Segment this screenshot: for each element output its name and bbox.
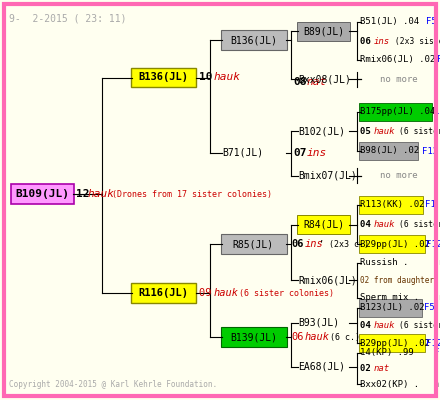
Text: B123(JL) .02: B123(JL) .02 (360, 303, 425, 312)
Text: B89(JL): B89(JL) (303, 26, 345, 36)
Text: 02 from daughters of B83(JL) and R1: 02 from daughters of B83(JL) and R1 (360, 276, 440, 285)
Text: hauk: hauk (213, 72, 240, 82)
Text: Rmix06(JL) .02: Rmix06(JL) .02 (360, 55, 436, 64)
Text: hauk: hauk (88, 189, 115, 199)
Text: ’ (2x3 c.): ’ (2x3 c.) (319, 240, 369, 248)
Text: hauk: hauk (304, 332, 329, 342)
FancyBboxPatch shape (359, 103, 432, 121)
Text: 05: 05 (360, 127, 376, 136)
Text: nat: nat (374, 364, 390, 373)
FancyBboxPatch shape (359, 142, 418, 160)
Text: (2x3 sister colonies): (2x3 sister colonies) (389, 37, 440, 46)
Text: hauk: hauk (213, 288, 238, 298)
Text: hauk: hauk (374, 220, 396, 229)
FancyBboxPatch shape (359, 334, 425, 352)
Text: F12 -AthosSt80R: F12 -AthosSt80R (426, 240, 440, 248)
Text: no more: no more (380, 171, 418, 180)
Text: ins: ins (306, 148, 326, 158)
FancyBboxPatch shape (131, 283, 197, 303)
Text: B29pp(JL) .02: B29pp(JL) .02 (360, 338, 430, 348)
Text: F5 -Waltherson: F5 -Waltherson (424, 303, 440, 312)
FancyBboxPatch shape (359, 235, 425, 253)
Text: B136(JL): B136(JL) (230, 35, 277, 45)
Text: F0 -Russish: F0 -Russish (436, 55, 440, 64)
Text: R84(JL): R84(JL) (303, 220, 345, 230)
Text: 04: 04 (360, 321, 376, 330)
Text: B139(JL): B139(JL) (230, 332, 277, 342)
Text: 9-  2-2015 ( 23: 11): 9- 2-2015 ( 23: 11) (9, 14, 127, 24)
Text: no more: no more (439, 294, 440, 302)
Text: 07: 07 (293, 148, 307, 158)
FancyBboxPatch shape (297, 215, 350, 234)
Text: (6 sister colonies): (6 sister colonies) (400, 127, 440, 136)
Text: Russish .: Russish . (360, 258, 408, 267)
Text: nat: nat (306, 77, 326, 87)
Text: (6 sister colonies): (6 sister colonies) (400, 321, 440, 330)
Text: B29pp(JL) .02: B29pp(JL) .02 (360, 240, 430, 248)
Text: no more: no more (380, 75, 418, 84)
Text: Sperm mix .: Sperm mix . (360, 294, 419, 302)
Text: B51(JL) .04: B51(JL) .04 (360, 17, 419, 26)
Text: hauk: hauk (374, 127, 396, 136)
Text: 10: 10 (199, 72, 220, 82)
Text: Bxx02(KP) .: Bxx02(KP) . (360, 380, 419, 389)
Text: B71(JL): B71(JL) (222, 148, 263, 158)
Text: Copyright 2004-2015 @ Karl Kehrle Foundation.: Copyright 2004-2015 @ Karl Kehrle Founda… (9, 380, 217, 389)
FancyBboxPatch shape (359, 196, 423, 214)
Text: 12: 12 (76, 189, 96, 199)
Text: Rmix06(JL): Rmix06(JL) (298, 275, 357, 285)
Text: F12 -AthosSt80R: F12 -AthosSt80R (426, 338, 440, 348)
Text: B102(JL): B102(JL) (298, 126, 345, 136)
Text: B93(JL): B93(JL) (298, 318, 340, 328)
Text: Bmix07(JL): Bmix07(JL) (298, 170, 357, 180)
Text: 13 -AthosSt80R: 13 -AthosSt80R (434, 107, 440, 116)
Text: no more: no more (439, 258, 440, 267)
Text: 04: 04 (360, 220, 376, 229)
Text: R113(KK) .02: R113(KK) .02 (360, 200, 425, 210)
Text: 14(KP) .99: 14(KP) .99 (360, 348, 414, 357)
Text: (Drones from 17 sister colonies): (Drones from 17 sister colonies) (112, 190, 272, 199)
Text: Bxx08(JL): Bxx08(JL) (298, 74, 351, 84)
Text: 02: 02 (360, 364, 376, 373)
FancyBboxPatch shape (11, 184, 74, 204)
FancyBboxPatch shape (221, 234, 286, 254)
Text: B98(JL) .02: B98(JL) .02 (360, 146, 419, 156)
Text: 08: 08 (293, 77, 307, 87)
Text: 06: 06 (292, 239, 304, 249)
Text: F2 -Import: F2 -Import (434, 348, 440, 357)
Text: B175pp(JL) .04: B175pp(JL) .04 (360, 107, 436, 116)
Text: ins: ins (374, 37, 390, 46)
Text: (6 sister colonies): (6 sister colonies) (400, 220, 440, 229)
FancyBboxPatch shape (297, 22, 350, 41)
Text: F12 -AthosSt80R: F12 -AthosSt80R (422, 146, 440, 156)
FancyBboxPatch shape (131, 68, 197, 87)
Text: ins: ins (304, 239, 323, 249)
FancyBboxPatch shape (221, 30, 286, 50)
Text: hauk: hauk (374, 321, 396, 330)
Text: (6 c.): (6 c.) (330, 333, 360, 342)
Text: R116(JL): R116(JL) (138, 288, 188, 298)
Text: 09: 09 (199, 288, 218, 298)
Text: EA68(JL): EA68(JL) (298, 362, 345, 372)
FancyBboxPatch shape (359, 299, 422, 317)
Text: F5 -PrimBlue00: F5 -PrimBlue00 (426, 17, 440, 26)
Text: F1 -PrimRed01: F1 -PrimRed01 (425, 200, 440, 210)
Text: 06: 06 (360, 37, 376, 46)
Text: 06: 06 (292, 332, 304, 342)
Text: (6 sister colonies): (6 sister colonies) (238, 289, 334, 298)
Text: R85(JL): R85(JL) (233, 239, 274, 249)
Text: B136(JL): B136(JL) (138, 72, 188, 82)
FancyBboxPatch shape (221, 327, 286, 347)
Text: B109(JL): B109(JL) (16, 189, 70, 199)
Text: no more: no more (434, 380, 440, 389)
